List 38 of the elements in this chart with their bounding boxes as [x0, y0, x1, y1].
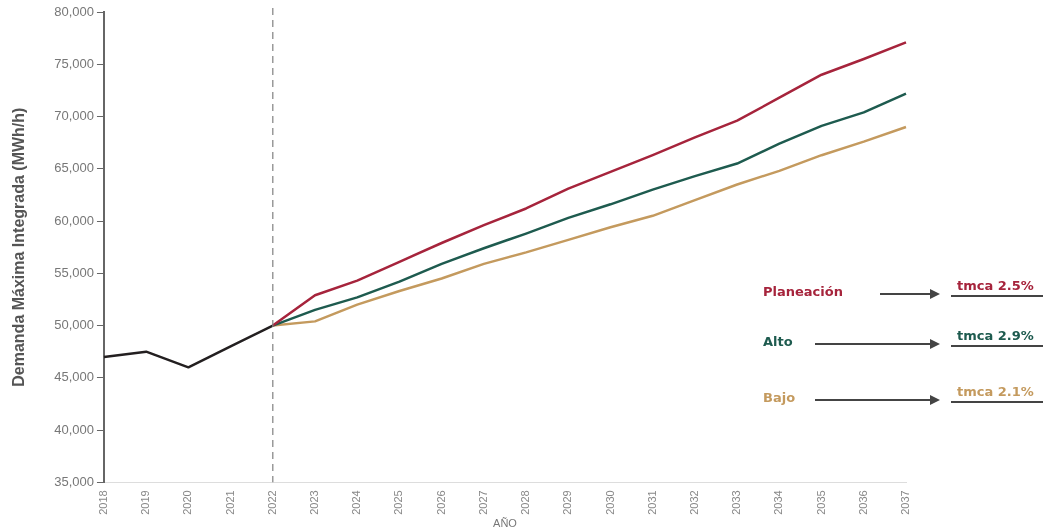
x-tick-label: 2027 — [476, 490, 489, 515]
text: tmca 2.9% — [951, 328, 1043, 347]
text: Alto — [763, 334, 793, 349]
y-tick-label: 35,000 — [54, 473, 94, 489]
x-tick-label: 2022 — [265, 490, 278, 515]
x-tick-label: 2037 — [899, 490, 912, 515]
x-tick-label: 2018 — [96, 490, 109, 515]
x-tick-label: 2020 — [181, 490, 194, 515]
x-tick-label: 2023 — [308, 490, 321, 515]
x-tick-label: 2033 — [730, 490, 743, 515]
y-tick-label: 70,000 — [54, 108, 94, 124]
y-tick-label: 65,000 — [54, 160, 94, 176]
x-tick-label: 2034 — [772, 490, 785, 515]
text: tmca 2.1% — [951, 384, 1043, 403]
y-tick-label: 40,000 — [54, 421, 94, 437]
y-tick-label: 80,000 — [54, 3, 94, 19]
text: tmca 2.5% — [951, 278, 1043, 297]
x-tick-label: 2026 — [434, 490, 447, 515]
x-tick-label: 2031 — [645, 490, 658, 515]
x-axis-title: AÑO — [493, 517, 518, 530]
y-tick-label: 50,000 — [54, 317, 94, 333]
x-tick-label: 2030 — [603, 490, 616, 515]
y-tick-label: 55,000 — [54, 264, 94, 280]
text: Planeación — [763, 284, 843, 299]
x-tick-label: 2024 — [350, 490, 363, 515]
y-axis-title: Demanda Máxima Integrada (MWh/h) — [10, 107, 28, 387]
x-tick-label: 2019 — [139, 490, 152, 515]
x-tick-label: 2032 — [687, 490, 700, 515]
x-tick-label: 2029 — [561, 490, 574, 515]
x-tick-label: 2035 — [814, 490, 827, 515]
text: Bajo — [763, 390, 796, 405]
x-tick-label: 2036 — [856, 490, 869, 515]
y-tick-label: 75,000 — [54, 55, 94, 71]
x-tick-label: 2028 — [519, 490, 532, 515]
x-tick-label: 2021 — [223, 490, 236, 515]
y-tick-label: 60,000 — [54, 212, 94, 228]
x-tick-label: 2025 — [392, 490, 405, 515]
y-tick-label: 45,000 — [54, 369, 94, 385]
